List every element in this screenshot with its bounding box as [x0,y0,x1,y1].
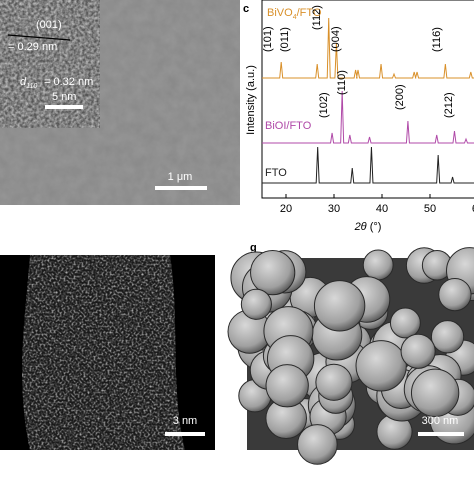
peak-label: (004) [330,26,342,52]
peak-label: (200) [394,84,406,110]
x-axis-label: (°) [367,221,382,233]
x-axis-label: 2θ [354,221,367,233]
trace-name: BiOI/FTO [265,120,312,132]
inset-text: 110 [26,83,37,90]
trace-name: 4 [293,14,297,21]
inset-text: = 0.29 nm [8,41,57,53]
trace-name: BiOI/FTO [265,120,312,132]
scale-text: 1 μm [168,171,193,183]
particle [430,320,465,354]
particle [355,340,407,392]
inset-text: = 0.32 nm [44,76,93,88]
peak-label: (101) [262,26,274,52]
particle [250,249,296,296]
x-tick-label: 20 [280,203,292,215]
trace-name: BiVO [267,7,293,19]
arrow [7,34,71,41]
tem-texture [22,255,186,450]
xrd-trace [262,90,474,144]
trace-name: FTO [265,167,287,179]
peak-label: (116) [431,27,443,52]
x-axis-label: 2θ (°) [354,221,382,233]
scale-bar [45,105,83,109]
particles [227,247,474,465]
x-tick-label: 60 [472,203,474,215]
scale-bar [155,186,207,190]
particle [438,277,472,312]
particle [265,364,309,408]
xrd-trace [262,146,474,184]
x-tick-label: 50 [424,203,436,215]
scale-bar [165,432,205,436]
trace-name: FTO [265,167,287,179]
inset-text: d [20,76,27,88]
xrd-trace [262,17,474,79]
peak-label: (212) [443,92,455,118]
particle [240,288,272,320]
trace-name: /FTO [297,7,322,19]
panel-label: g [250,242,257,254]
peak-label: (102) [318,92,330,118]
panel-label: c [243,3,249,15]
inset-text: d110 [20,76,37,90]
particle [410,368,460,417]
scale-text: 3 nm [173,415,197,427]
scale-text: 300 nm [422,415,459,427]
inset-text: 5 nm [52,91,76,103]
peak-label: (110) [336,70,348,95]
scale-bar [418,432,464,436]
x-tick-label: 30 [328,203,340,215]
particle [400,333,436,369]
particle [315,363,353,401]
inset-text: (001) [36,19,62,31]
y-axis-label: Intensity (a.u.) [245,65,257,135]
particle [362,249,394,281]
xrd-plot: 20 30 40 50 60 2θ (°) Intensity (a.u.) BiVO4/FT… [245,0,474,233]
trace-name: BiVO4/FTO [267,7,322,21]
x-tick-label: 40 [376,203,388,215]
particle [297,424,338,465]
particle [389,307,421,339]
peak-label: (011) [279,27,291,52]
particle [313,280,366,332]
peak-label: (112) [311,5,323,30]
